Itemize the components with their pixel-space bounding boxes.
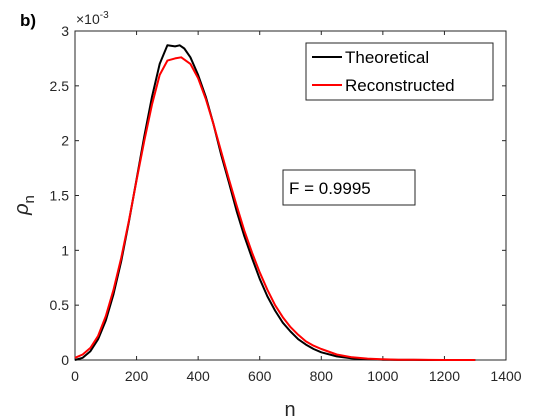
y-tick-label: 0.5 xyxy=(50,297,70,313)
annotation-text: F = 0.9995 xyxy=(289,179,371,198)
y-tick-label: 2.5 xyxy=(50,78,70,94)
y-exponent-power: -3 xyxy=(100,10,109,21)
series-line-reconstructed xyxy=(74,56,476,361)
y-axis-subscript: n xyxy=(21,195,38,203)
legend-box xyxy=(305,42,494,101)
panel-label: b) xyxy=(20,11,36,30)
x-axis-label: n xyxy=(284,399,295,420)
axis-ticks: 0 200 400 600 800 1000 1200 1400 0 0.5 1 1.5 2 2.5 3 xyxy=(50,23,522,384)
y-axis-label: ρn xyxy=(11,195,38,216)
y-axis-symbol: ρ xyxy=(11,203,33,215)
x-tick-label: 1400 xyxy=(490,368,521,384)
y-exponent-label: ×10-3 xyxy=(76,10,109,27)
x-tick-label: 600 xyxy=(248,368,272,384)
fidelity-annotation: F = 0.9995 xyxy=(282,169,416,206)
x-tick-label: 0 xyxy=(71,368,79,384)
y-tick-label: 0 xyxy=(61,352,69,368)
annotation-box xyxy=(282,169,416,206)
y-tick-label: 2 xyxy=(61,133,69,149)
legend-label-theoretical: Theoretical xyxy=(345,48,429,67)
series-layer xyxy=(74,44,476,361)
x-tick-label: 400 xyxy=(186,368,210,384)
x-tick-label: 800 xyxy=(310,368,334,384)
x-tick-label: 1000 xyxy=(367,368,398,384)
y-tick-label: 1 xyxy=(61,242,69,258)
y-tick-label: 3 xyxy=(61,23,69,39)
legend: Theoretical Reconstructed xyxy=(305,42,494,101)
y-exponent-base: ×10 xyxy=(76,11,100,27)
x-tick-label: 1200 xyxy=(429,368,460,384)
svg-text:ρn: ρn xyxy=(11,195,38,216)
y-tick-label: 1.5 xyxy=(50,188,70,204)
legend-label-reconstructed: Reconstructed xyxy=(345,76,455,95)
x-tick-label: 200 xyxy=(125,368,149,384)
